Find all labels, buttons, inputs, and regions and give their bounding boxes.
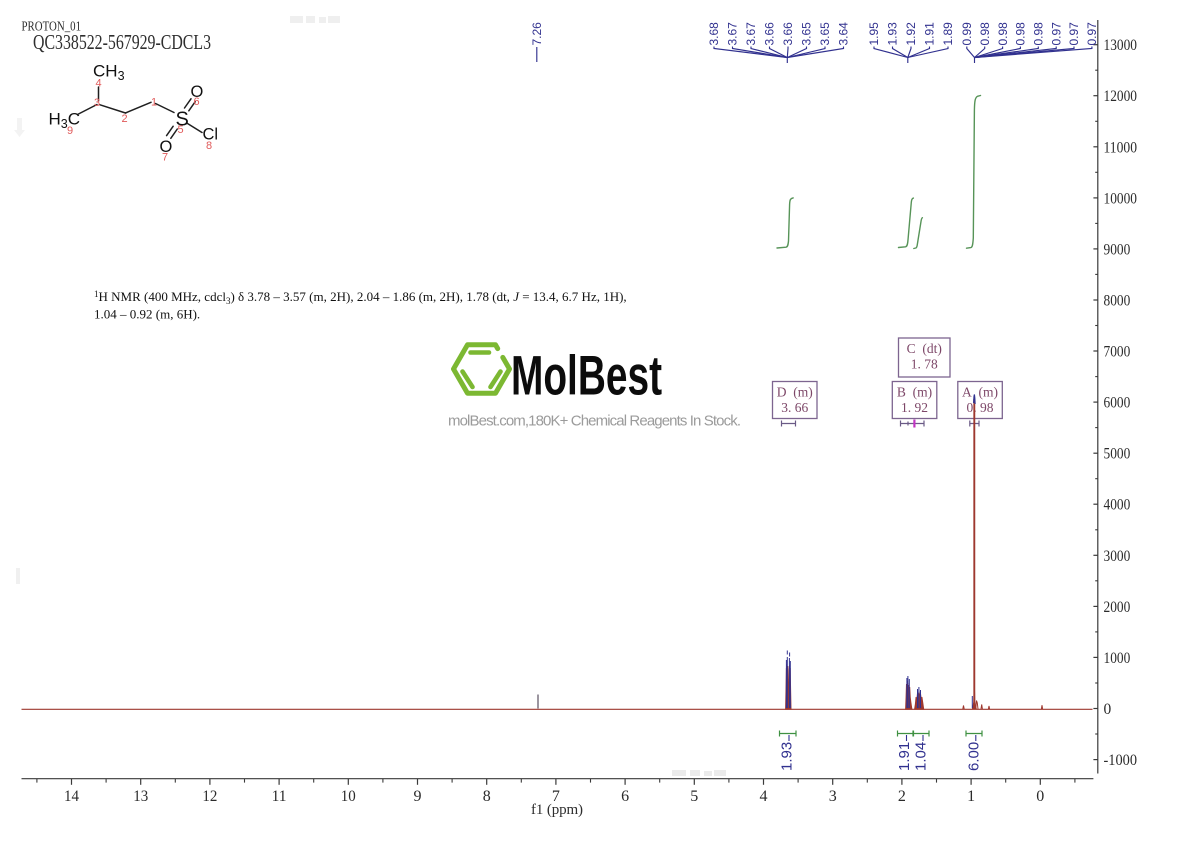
- svg-text:13000: 13000: [1104, 37, 1138, 54]
- svg-text:5: 5: [177, 124, 183, 136]
- svg-text:S: S: [176, 109, 189, 131]
- svg-text:10: 10: [341, 788, 356, 805]
- svg-text:3: 3: [829, 788, 837, 805]
- svg-text:f1 (ppm): f1 (ppm): [531, 802, 583, 818]
- svg-text:10000: 10000: [1104, 190, 1138, 207]
- svg-text:0.97: 0.97: [1067, 22, 1081, 46]
- svg-text:0.98: 0.98: [996, 22, 1010, 46]
- svg-text:8000: 8000: [1104, 293, 1131, 310]
- svg-text:3.65: 3.65: [800, 22, 814, 46]
- svg-text:0.97: 0.97: [1085, 22, 1099, 46]
- svg-text:Cl: Cl: [203, 126, 219, 144]
- svg-text:11000: 11000: [1104, 139, 1138, 156]
- svg-text:0.99: 0.99: [960, 22, 974, 46]
- svg-text:9: 9: [414, 788, 422, 805]
- svg-text:1.93: 1.93: [886, 22, 900, 46]
- svg-text:D (m): D (m): [777, 385, 813, 400]
- svg-text:1: 1: [967, 788, 975, 805]
- svg-text:1: 1: [151, 97, 157, 109]
- svg-text:1.04 – 0.92 (m, 6H).: 1.04 – 0.92 (m, 6H).: [94, 307, 200, 322]
- svg-text:6: 6: [621, 788, 629, 805]
- svg-text:7: 7: [552, 788, 560, 805]
- svg-text:4: 4: [95, 78, 101, 90]
- svg-text:CH3: CH3: [93, 62, 125, 84]
- svg-text:3.67: 3.67: [726, 22, 740, 46]
- svg-text:9000: 9000: [1104, 241, 1131, 258]
- svg-text:7000: 7000: [1104, 344, 1131, 361]
- svg-text:1.89: 1.89: [941, 22, 955, 46]
- svg-text:2000: 2000: [1104, 599, 1131, 616]
- svg-text:1. 92: 1. 92: [901, 400, 928, 415]
- svg-text:0.97: 0.97: [1049, 22, 1063, 46]
- svg-text:8: 8: [206, 140, 212, 152]
- svg-text:0.98: 0.98: [978, 22, 992, 46]
- svg-text:1.92: 1.92: [904, 22, 918, 46]
- svg-text:0: 0: [1036, 788, 1044, 805]
- svg-text:9: 9: [67, 125, 73, 137]
- svg-text:C (dt): C (dt): [907, 341, 942, 356]
- svg-text:3.66: 3.66: [781, 22, 795, 46]
- svg-text:6.00: 6.00: [966, 742, 983, 771]
- svg-text:molBest.com,180K+ Chemical Rea: molBest.com,180K+ Chemical Reagents In S…: [448, 413, 741, 430]
- svg-text:MolBest: MolBest: [511, 344, 662, 407]
- svg-text:B (m): B (m): [897, 385, 932, 400]
- svg-text:QC338522-567929-CDCL3: QC338522-567929-CDCL3: [33, 30, 211, 54]
- svg-text:13: 13: [133, 788, 148, 805]
- svg-text:1.04: 1.04: [913, 742, 930, 771]
- svg-text:5: 5: [690, 788, 698, 805]
- svg-text:1.93: 1.93: [779, 742, 796, 771]
- svg-text:A (m): A (m): [962, 385, 998, 400]
- svg-text:8: 8: [483, 788, 491, 805]
- svg-text:H3C: H3C: [49, 110, 81, 132]
- svg-text:3.64: 3.64: [837, 22, 851, 46]
- svg-text:1H NMR (400 MHz, cdcl3) δ 3.78: 1H NMR (400 MHz, cdcl3) δ 3.78 – 3.57 (m…: [94, 289, 627, 306]
- svg-text:PROTON_01: PROTON_01: [22, 20, 82, 35]
- svg-text:3: 3: [94, 97, 100, 109]
- svg-text:0.98: 0.98: [1014, 22, 1028, 46]
- svg-text:0.98: 0.98: [1032, 22, 1046, 46]
- svg-text:3.68: 3.68: [707, 22, 721, 46]
- svg-text:3000: 3000: [1104, 548, 1131, 565]
- svg-text:3.67: 3.67: [744, 22, 758, 46]
- svg-text:0. 98: 0. 98: [967, 400, 994, 415]
- svg-text:4: 4: [760, 788, 768, 805]
- svg-text:12000: 12000: [1104, 88, 1138, 105]
- svg-text:6: 6: [193, 96, 199, 108]
- svg-text:12: 12: [202, 788, 217, 805]
- svg-text:6000: 6000: [1104, 395, 1131, 412]
- svg-text:1.95: 1.95: [867, 22, 881, 46]
- svg-text:1000: 1000: [1104, 650, 1131, 667]
- svg-text:O: O: [160, 138, 173, 156]
- svg-text:3. 66: 3. 66: [781, 400, 808, 415]
- svg-text:7.26: 7.26: [530, 22, 544, 46]
- svg-text:1.91: 1.91: [896, 742, 913, 771]
- svg-text:2: 2: [898, 788, 906, 805]
- svg-text:14: 14: [64, 788, 79, 805]
- svg-text:2: 2: [121, 113, 127, 125]
- svg-text:11: 11: [272, 788, 287, 805]
- svg-text:O: O: [191, 83, 204, 101]
- svg-text:3.65: 3.65: [818, 22, 832, 46]
- svg-text:-1000: -1000: [1104, 752, 1138, 769]
- svg-text:7: 7: [162, 152, 168, 164]
- svg-text:3.66: 3.66: [763, 22, 777, 46]
- svg-text:1. 78: 1. 78: [911, 357, 938, 372]
- svg-text:1.91: 1.91: [923, 22, 937, 46]
- svg-text:5000: 5000: [1104, 446, 1131, 463]
- svg-text:4000: 4000: [1104, 497, 1131, 514]
- svg-text:0: 0: [1104, 701, 1112, 718]
